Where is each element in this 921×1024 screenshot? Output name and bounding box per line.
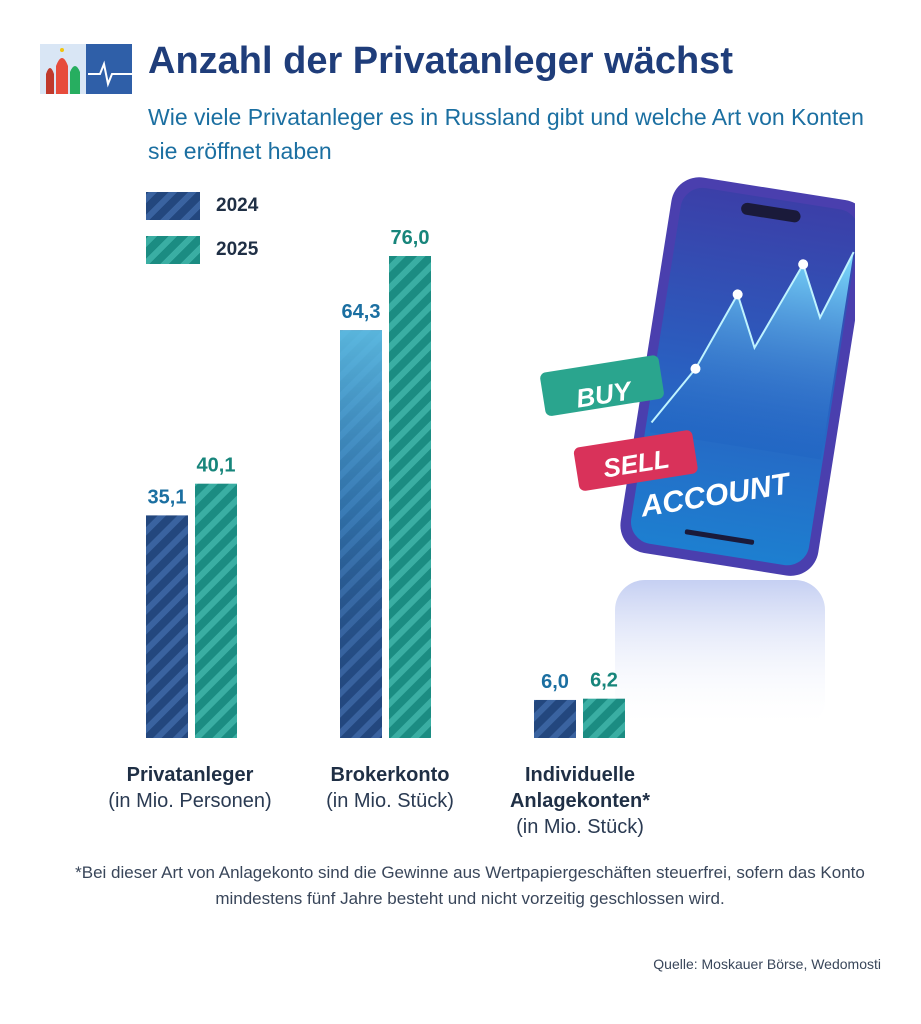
- data-label-privatanleger-2024: 35,1: [148, 486, 187, 508]
- data-label-individuelle-anlagekonten-2025: 6,2: [590, 670, 618, 692]
- bar-individuelle-anlagekonten-2025: [583, 698, 625, 738]
- bar-privatanleger-2025: [195, 483, 237, 738]
- legend-swatch-2024: [146, 192, 200, 220]
- legend-item-2025: 2025: [146, 236, 258, 264]
- legend-swatch-2025: [146, 236, 200, 264]
- category-label-privatanleger: Privatanleger (in Mio. Personen): [108, 764, 272, 812]
- chart-bars: 35,1 40,1 64,3 76,0 6,0 6,2: [146, 227, 625, 738]
- data-label-individuelle-anlagekonten-2024: 6,0: [541, 671, 569, 693]
- bar-highlight-brokerkonto-2024: [340, 330, 382, 738]
- smartphone-trading-icon: BUY SELL ACCOUNT: [540, 177, 855, 730]
- data-label-privatanleger-2025: 40,1: [197, 455, 236, 477]
- bar-individuelle-anlagekonten-2024: [534, 699, 576, 738]
- legend-item-2024: 2024: [146, 192, 258, 220]
- legend-label-2025: 2025: [216, 239, 259, 260]
- chart-subtitle: Wie viele Privatanleger es in Russland g…: [148, 104, 864, 164]
- bar-privatanleger-2024: [146, 515, 188, 738]
- data-label-brokerkonto-2024: 64,3: [342, 301, 381, 323]
- legend-label-2024: 2024: [216, 195, 259, 216]
- category-label-brokerkonto: Brokerkonto (in Mio. Stück): [326, 764, 454, 812]
- chart-title: Anzahl der Privatanleger wächst: [148, 40, 733, 82]
- data-label-brokerkonto-2025: 76,0: [391, 227, 430, 249]
- footnote: *Bei dieser Art von Anlagekonto sind die…: [75, 863, 865, 908]
- source-credit: Quelle: Moskauer Börse, Wedomosti: [653, 956, 881, 972]
- category-label-individuelle-anlagekonten: Individuelle Anlagekonten* (in Mio. Stüc…: [509, 764, 651, 838]
- bar-brokerkonto-2025: [389, 256, 431, 738]
- kremlin-logo-icon: [40, 44, 132, 94]
- bar-chart: 35,1 40,1 64,3 76,0 6,0 6,2: [146, 227, 625, 738]
